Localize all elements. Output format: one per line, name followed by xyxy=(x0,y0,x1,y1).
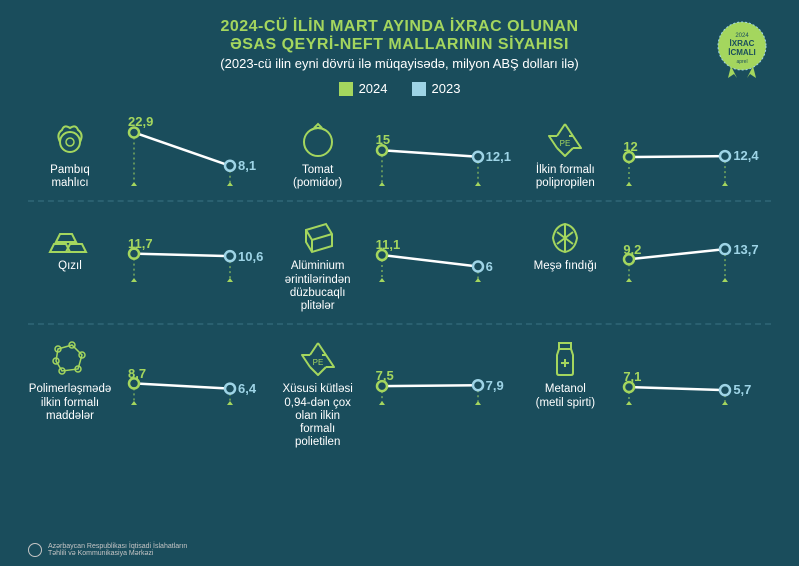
legend-2023-label: 2023 xyxy=(432,81,461,96)
item-chart: 11,7 10,6 xyxy=(112,212,270,280)
svg-text:aprel: aprel xyxy=(736,59,747,65)
value-2023: 13,7 xyxy=(733,242,758,257)
footer-logo-icon xyxy=(28,543,42,557)
nut-icon xyxy=(543,212,587,256)
item-label: Tomat (pomidor) xyxy=(282,164,354,190)
gold-icon xyxy=(48,212,92,256)
plate-icon xyxy=(296,212,340,256)
title-line1: 2024-CÜ İLİN MART AYINDA İXRAC OLUNAN xyxy=(28,18,771,36)
footer-text: Azərbaycan Respublikası İqtisadi İslahat… xyxy=(48,543,187,558)
subtitle: (2023-cü ilin eyni dövrü ilə müqayisədə,… xyxy=(28,56,771,71)
item-chart: 11,1 6 xyxy=(360,212,518,280)
item-label: Polimerləşmədə ilkin formalı maddələr xyxy=(29,383,111,423)
svg-text:PE: PE xyxy=(312,358,323,367)
row-divider xyxy=(28,323,771,325)
item-chart: 15 12,1 xyxy=(360,116,518,184)
bottle-icon xyxy=(543,335,587,379)
item-chart: 9,2 13,7 xyxy=(607,212,765,280)
item-cell: Pambıq mahlıcı 22,9 8,1 xyxy=(28,108,276,198)
value-2023: 12,4 xyxy=(733,148,758,163)
value-2023: 12,1 xyxy=(486,149,511,164)
value-2024: 7,1 xyxy=(623,369,641,384)
value-2024: 22,9 xyxy=(128,114,153,129)
item-label: Xüsusi kütləsi 0,94-dən çox olan ilkin f… xyxy=(282,383,354,449)
badge: 2024 İXRAC İCMALI aprel xyxy=(711,18,773,80)
item-chart: 7,1 5,7 xyxy=(607,335,765,403)
value-2023: 10,6 xyxy=(238,249,263,264)
legend-2023-swatch xyxy=(412,82,426,96)
value-2024: 11,7 xyxy=(128,236,153,251)
row-divider xyxy=(28,200,771,202)
value-2024: 7,5 xyxy=(376,368,394,383)
legend-2024-label: 2024 xyxy=(359,81,388,96)
value-2023: 7,9 xyxy=(486,378,504,393)
footer: Azərbaycan Respublikası İqtisadi İslahat… xyxy=(28,543,187,558)
value-2024: 8,7 xyxy=(128,366,146,381)
item-label: Pambıq mahlıcı xyxy=(34,164,106,190)
item-chart: 7,5 7,9 xyxy=(360,335,518,403)
value-2023: 6,4 xyxy=(238,381,256,396)
recycle-icon: PE xyxy=(543,116,587,160)
item-cell: Polimerləşmədə ilkin formalı maddələr 8,… xyxy=(28,327,276,457)
value-2024: 15 xyxy=(376,132,390,147)
value-2024: 9,2 xyxy=(623,242,641,257)
svg-text:İCMALI: İCMALI xyxy=(728,48,756,57)
item-chart: 22,9 8,1 xyxy=(112,116,270,184)
item-cell: Alüminium ərintilərindən düzbucaqlı plit… xyxy=(276,204,524,321)
item-cell: Tomat (pomidor) 15 12,1 xyxy=(276,108,524,198)
legend-2024-swatch xyxy=(339,82,353,96)
polymer-icon xyxy=(48,335,92,379)
item-cell: PE Xüsusi kütləsi 0,94-dən çox olan ilki… xyxy=(276,327,524,457)
item-cell: Qızıl 11,7 10,6 xyxy=(28,204,276,321)
cotton-icon xyxy=(48,116,92,160)
item-label: İlkin formalı polipropilen xyxy=(529,164,601,190)
item-label: Qızıl xyxy=(58,260,82,273)
value-2023: 5,7 xyxy=(733,382,751,397)
title-line2: ƏSAS QEYRİ-NEFT MALLARININ SİYAHISI xyxy=(28,36,771,54)
item-chart: 8,7 6,4 xyxy=(112,335,270,403)
item-cell: Metanol (metil spirti) 7,1 5,7 xyxy=(523,327,771,457)
item-label: Meşə fındığı xyxy=(534,260,597,273)
items-grid: Pambıq mahlıcı 22,9 8,1 Tomat (pomidor) xyxy=(28,108,771,457)
tomato-icon xyxy=(296,116,340,160)
item-cell: PE İlkin formalı polipropilen 12 12,4 xyxy=(523,108,771,198)
legend: 2024 2023 xyxy=(28,81,771,96)
item-label: Metanol (metil spirti) xyxy=(529,383,601,409)
value-2024: 12 xyxy=(623,139,637,154)
svg-text:PE: PE xyxy=(560,139,571,148)
item-chart: 12 12,4 xyxy=(607,116,765,184)
item-cell: Meşə fındığı 9,2 13,7 xyxy=(523,204,771,321)
value-2024: 11,1 xyxy=(376,237,401,252)
item-label: Alüminium ərintilərindən düzbucaqlı plit… xyxy=(282,260,354,313)
value-2023: 6 xyxy=(486,259,493,274)
recycle-icon: PE xyxy=(296,335,340,379)
svg-text:İXRAC: İXRAC xyxy=(730,39,755,48)
value-2023: 8,1 xyxy=(238,158,256,173)
